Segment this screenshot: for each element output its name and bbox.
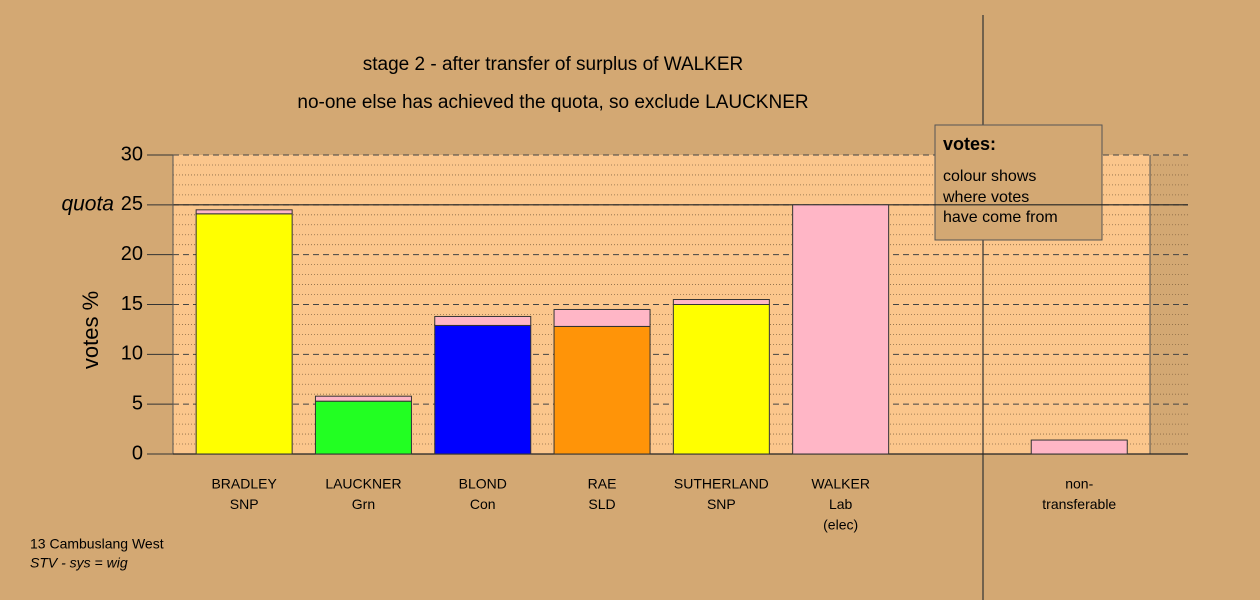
quota-label: quota: [61, 192, 114, 215]
x-tick-label: SLD: [588, 496, 615, 512]
bar-segment: [314, 400, 412, 455]
bar-segment: [434, 315, 532, 326]
y-tick-label: 10: [121, 343, 143, 365]
x-tick-label: BRADLEY: [211, 476, 277, 492]
legend-line: have come from: [943, 209, 1058, 226]
bar-segment: [672, 299, 770, 305]
legend-line: colour shows: [943, 168, 1036, 185]
bar-segment: [195, 209, 293, 215]
bar-segment: [434, 324, 532, 455]
footer: 13 Cambuslang West: [30, 536, 164, 552]
x-tick-label: LAUCKNER: [325, 476, 401, 492]
bar-segment: [672, 304, 770, 455]
y-tick-label: 0: [132, 442, 143, 464]
y-tick-label: 20: [121, 243, 143, 265]
legend-title: votes:: [943, 134, 996, 154]
x-tick-label: non-: [1065, 476, 1093, 492]
legend: votes: colour shows where votes have com…: [934, 124, 1103, 241]
y-tick-label: 15: [121, 293, 143, 315]
x-tick-label: SUTHERLAND: [674, 476, 769, 492]
bar-segment: [314, 395, 412, 402]
bar-segment: [553, 308, 651, 327]
x-tick-label: SNP: [707, 496, 736, 512]
bar-segment: [553, 325, 651, 455]
bar-segment: [195, 213, 293, 455]
x-tick-label: Con: [470, 496, 496, 512]
x-tick-label: RAE: [588, 476, 617, 492]
chart-title: stage 2 - after transfer of surplus of W…: [363, 54, 744, 75]
x-tick-label: SNP: [230, 496, 259, 512]
bar-segment: [792, 204, 890, 455]
x-tick-label: WALKER: [811, 476, 870, 492]
x-tick-label: (elec): [823, 517, 858, 533]
y-tick-label: 25: [121, 193, 143, 215]
x-tick-label: Grn: [352, 496, 375, 512]
footer: STV - sys = wig: [30, 555, 128, 571]
x-tick-label: BLOND: [459, 476, 507, 492]
y-axis-label: votes %: [78, 291, 103, 369]
y-tick-label: 5: [132, 392, 143, 414]
legend-box: [934, 124, 1103, 241]
x-tick-label: Lab: [829, 496, 853, 512]
bar-segment: [1030, 439, 1128, 455]
legend-line: where votes: [942, 189, 1029, 206]
chart-subtitle: no-one else has achieved the quota, so e…: [297, 92, 808, 113]
x-tick-label: transferable: [1042, 496, 1116, 512]
y-tick-label: 30: [121, 143, 143, 165]
